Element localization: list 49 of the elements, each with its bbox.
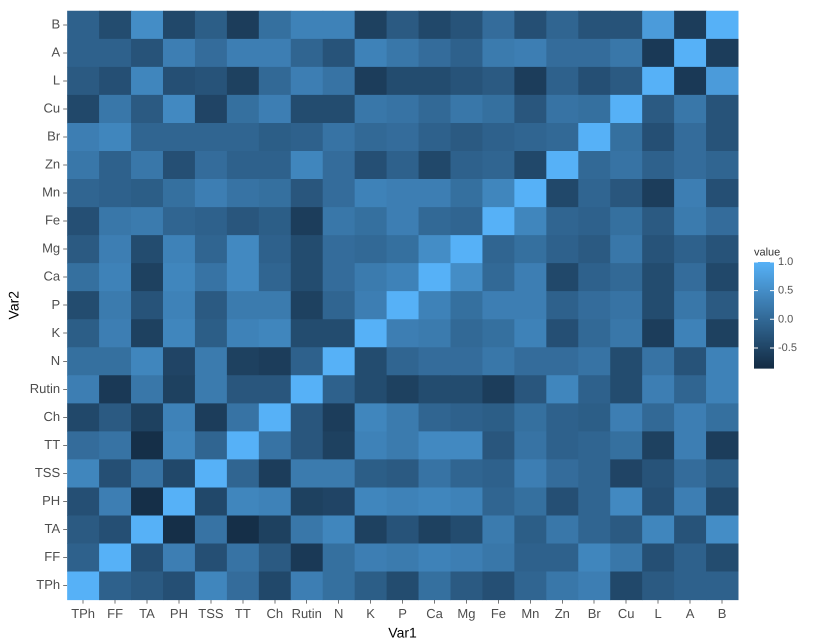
x-tick-label: Ch	[266, 606, 284, 621]
y-tick-label: P	[51, 296, 60, 312]
y-tick-label: Mn	[42, 184, 60, 200]
color-bar-label: 1.0	[778, 256, 794, 268]
y-tick-label: B	[51, 16, 60, 32]
x-tick-label: FF	[107, 606, 124, 621]
x-tick-label: TSS	[198, 606, 224, 621]
x-tick-label: TPh	[71, 606, 96, 621]
x-tick-label: Cu	[618, 606, 635, 621]
y-tick-label: Br	[47, 128, 61, 144]
y-tick-label: Ch	[44, 408, 60, 424]
y-tick-label: Zn	[44, 156, 60, 172]
x-axis-title: Var1	[388, 624, 418, 640]
x-tick-label: Ca	[426, 606, 444, 621]
color-bar-label: -0.5	[778, 342, 797, 354]
y-tick-label: A	[51, 44, 60, 60]
y-tick-label: Ca	[44, 268, 61, 284]
y-tick-label: FF	[44, 549, 60, 564]
y-tick-label: TT	[44, 436, 60, 452]
color-bar-title: value	[754, 246, 780, 259]
color-bar-label: 0.0	[778, 313, 794, 326]
y-tick-label: TSS	[34, 465, 60, 480]
y-tick-label: N	[50, 352, 60, 368]
y-tick-label: Mg	[42, 240, 60, 256]
x-tick-label: TT	[234, 606, 251, 621]
y-tick-label: Cu	[44, 100, 60, 116]
x-tick-label: Fe	[490, 606, 506, 621]
x-tick-label: K	[366, 606, 376, 621]
x-tick-label: P	[398, 606, 407, 621]
x-tick-label: PH	[170, 606, 188, 621]
x-tick-label: L	[654, 606, 662, 621]
y-tick-label: TA	[44, 521, 60, 536]
x-tick-label: Mn	[521, 606, 540, 621]
x-tick-label: Mg	[457, 606, 476, 621]
x-tick-label: Br	[588, 606, 602, 621]
x-tick-label: N	[334, 606, 344, 621]
y-tick-label: Fe	[44, 212, 60, 228]
x-tick-label: TA	[139, 606, 156, 621]
y-axis-title: Var2	[5, 290, 22, 320]
y-tick-label: PH	[42, 493, 60, 508]
x-tick-label: A	[686, 606, 695, 621]
y-tick-label: TPh	[36, 577, 60, 592]
y-tick-label: L	[52, 72, 60, 88]
color-bar-label: 0.5	[778, 284, 794, 297]
x-tick-label: Rutin	[292, 606, 322, 621]
x-tick-label: Zn	[554, 606, 570, 621]
y-tick-label: Rutin	[30, 380, 60, 396]
x-tick-label: B	[718, 606, 726, 621]
y-tick-label: K	[51, 324, 60, 340]
